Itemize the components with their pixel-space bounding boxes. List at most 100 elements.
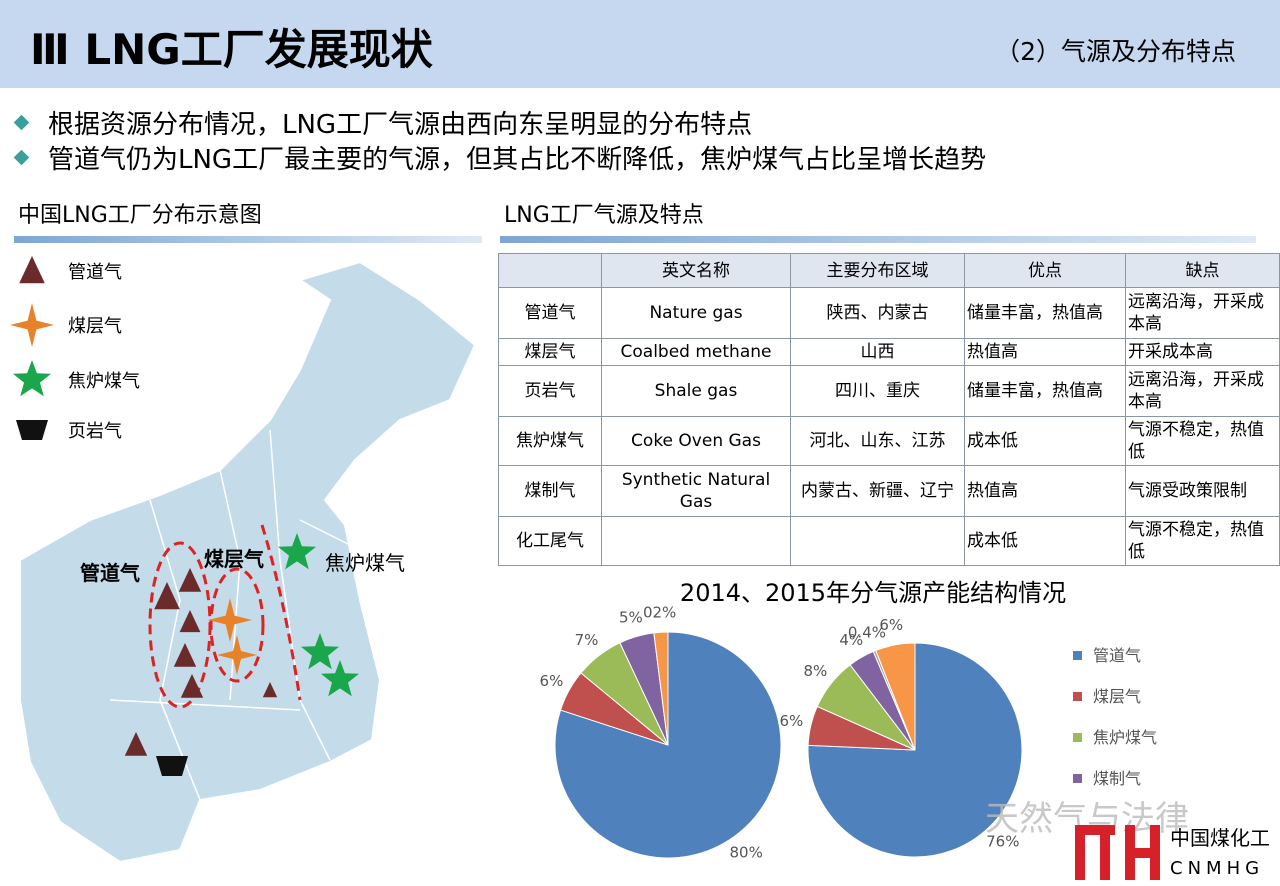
pie-label: 4% <box>839 631 863 649</box>
triangle-marker <box>124 732 148 756</box>
table-cell: Coalbed methane <box>601 338 791 366</box>
star-marker <box>13 360 51 397</box>
triangle-marker <box>180 674 204 698</box>
table-cell: 热值高 <box>964 465 1126 517</box>
triangle-marker <box>178 568 202 592</box>
section-title: LNG工厂气源及特点 <box>504 203 704 228</box>
pie-title: 2014、2015年分气源产能结构情况 <box>680 579 1066 607</box>
table-cell: 管道气 <box>498 287 602 339</box>
logo-mark <box>1075 825 1160 880</box>
table-header-cell: 英文名称 <box>601 253 791 288</box>
map-label: 煤层气 <box>204 547 264 571</box>
table-cell: 开采成本高 <box>1125 338 1280 366</box>
pie-label: 6% <box>779 712 803 730</box>
pie-label: 7% <box>575 631 599 649</box>
table-cell: 山西 <box>790 338 965 366</box>
pie-label: 5% <box>619 608 643 626</box>
map-region <box>19 260 477 864</box>
bullet: 管道气仍为LNG工厂最主要的气源，但其占比不断降低，焦炉煤气占比呈增长趋势 <box>48 145 986 175</box>
map-legend-label: 管道气 <box>68 262 122 283</box>
pie-label: 0.4% <box>848 623 886 641</box>
header-bar <box>0 0 1280 88</box>
table-cell: 焦炉煤气 <box>498 416 602 466</box>
map-label: 焦炉煤气 <box>325 551 405 575</box>
table-cell: 储量丰富，热值高 <box>964 287 1126 339</box>
table-cell: 气源受政策限制 <box>1125 465 1280 517</box>
table-header-cell <box>498 253 602 288</box>
trapezoid-marker <box>16 420 48 440</box>
source-table: 英文名称 主要分布区域 优点 缺点 管道气 Nature gas 陕西、内蒙古 储量丰富，热值… <box>498 253 1280 566</box>
table-cell: 成本低 <box>964 416 1126 466</box>
bullet: 根据资源分布情况，LNG工厂气源由西向东呈明显的分布特点 <box>48 110 752 140</box>
table-cell <box>790 516 965 566</box>
legend-label: 焦炉煤气 <box>1093 728 1157 747</box>
logo-name: 中国煤化工 <box>1170 826 1270 850</box>
trapezoid-marker <box>156 756 188 776</box>
table-cell: 河北、山东、江苏 <box>790 416 965 466</box>
table-cell: 气源不稳定，热值低 <box>1125 416 1280 466</box>
table-cell: 储量丰富，热值高 <box>964 365 1126 417</box>
underline <box>500 236 1256 243</box>
table-cell: 远离沿海，开采成本高 <box>1125 365 1280 417</box>
star-marker <box>301 633 339 670</box>
pie-label: 76% <box>986 833 1019 851</box>
table-cell <box>601 516 791 566</box>
star-marker <box>278 533 316 570</box>
triangle-marker <box>19 256 45 284</box>
table-cell: 化工尾气 <box>498 516 602 566</box>
table-cell: 陕西、内蒙古 <box>790 287 965 339</box>
region-outlines <box>148 524 302 709</box>
table-header-cell: 主要分布区域 <box>790 253 965 288</box>
pie-label: 6% <box>540 672 564 690</box>
pie-slice <box>875 642 916 751</box>
underline <box>14 236 482 243</box>
triangle-marker <box>262 682 278 698</box>
pie-label: 80% <box>730 844 763 862</box>
triangle-marker <box>154 582 180 610</box>
legend-label: 煤制气 <box>1093 769 1141 788</box>
table-cell: 煤制气 <box>498 465 602 517</box>
map-legend-label: 煤层气 <box>68 316 122 337</box>
pie-charts: 80%6%7%5% 02%76%6%8%4%0.4%6% <box>540 603 1023 862</box>
section-title: 中国LNG工厂分布示意图 <box>18 203 262 228</box>
pie-label: 8% <box>804 662 828 680</box>
table-cell: Synthetic Natural Gas <box>601 465 791 517</box>
table-cell: 四川、重庆 <box>790 365 965 417</box>
table-cell: 成本低 <box>964 516 1126 566</box>
map-legend-label: 焦炉煤气 <box>68 371 140 392</box>
table-cell: 气源不稳定，热值低 <box>1125 516 1280 566</box>
table-cell: Nature gas <box>601 287 791 339</box>
triangle-marker <box>179 610 201 633</box>
legend-swatch <box>1073 692 1082 701</box>
pie-slice <box>653 631 669 746</box>
bullet-icons <box>13 114 30 166</box>
table-header-cell: 缺点 <box>1125 253 1280 288</box>
legend-label: 管道气 <box>1093 646 1141 665</box>
star-marker <box>208 598 252 642</box>
legend-swatch <box>1073 733 1082 742</box>
map-markers <box>10 256 359 776</box>
star-marker <box>10 303 54 347</box>
legend-swatch <box>1073 774 1082 783</box>
table-cell: 内蒙古、新疆、辽宁 <box>790 465 965 517</box>
triangle-marker <box>173 643 197 667</box>
pie-label: 6% <box>879 616 903 634</box>
table-cell: 页岩气 <box>498 365 602 417</box>
table-cell: 远离沿海，开采成本高 <box>1125 287 1280 339</box>
table-cell: 煤层气 <box>498 338 602 366</box>
table-cell: 热值高 <box>964 338 1126 366</box>
subtitle: （2）气源及分布特点 <box>995 37 1236 66</box>
pie-label: 02% <box>643 603 676 621</box>
table-cell: Coke Oven Gas <box>601 416 791 466</box>
legend-swatch <box>1073 651 1082 660</box>
table-header-cell: 优点 <box>964 253 1126 288</box>
pie-slice <box>554 631 782 859</box>
legend-label: 煤层气 <box>1093 687 1141 706</box>
table-cell: Shale gas <box>601 365 791 417</box>
map-label: 管道气 <box>80 561 140 585</box>
map-legend-label: 页岩气 <box>68 421 122 442</box>
star-marker <box>321 660 359 697</box>
